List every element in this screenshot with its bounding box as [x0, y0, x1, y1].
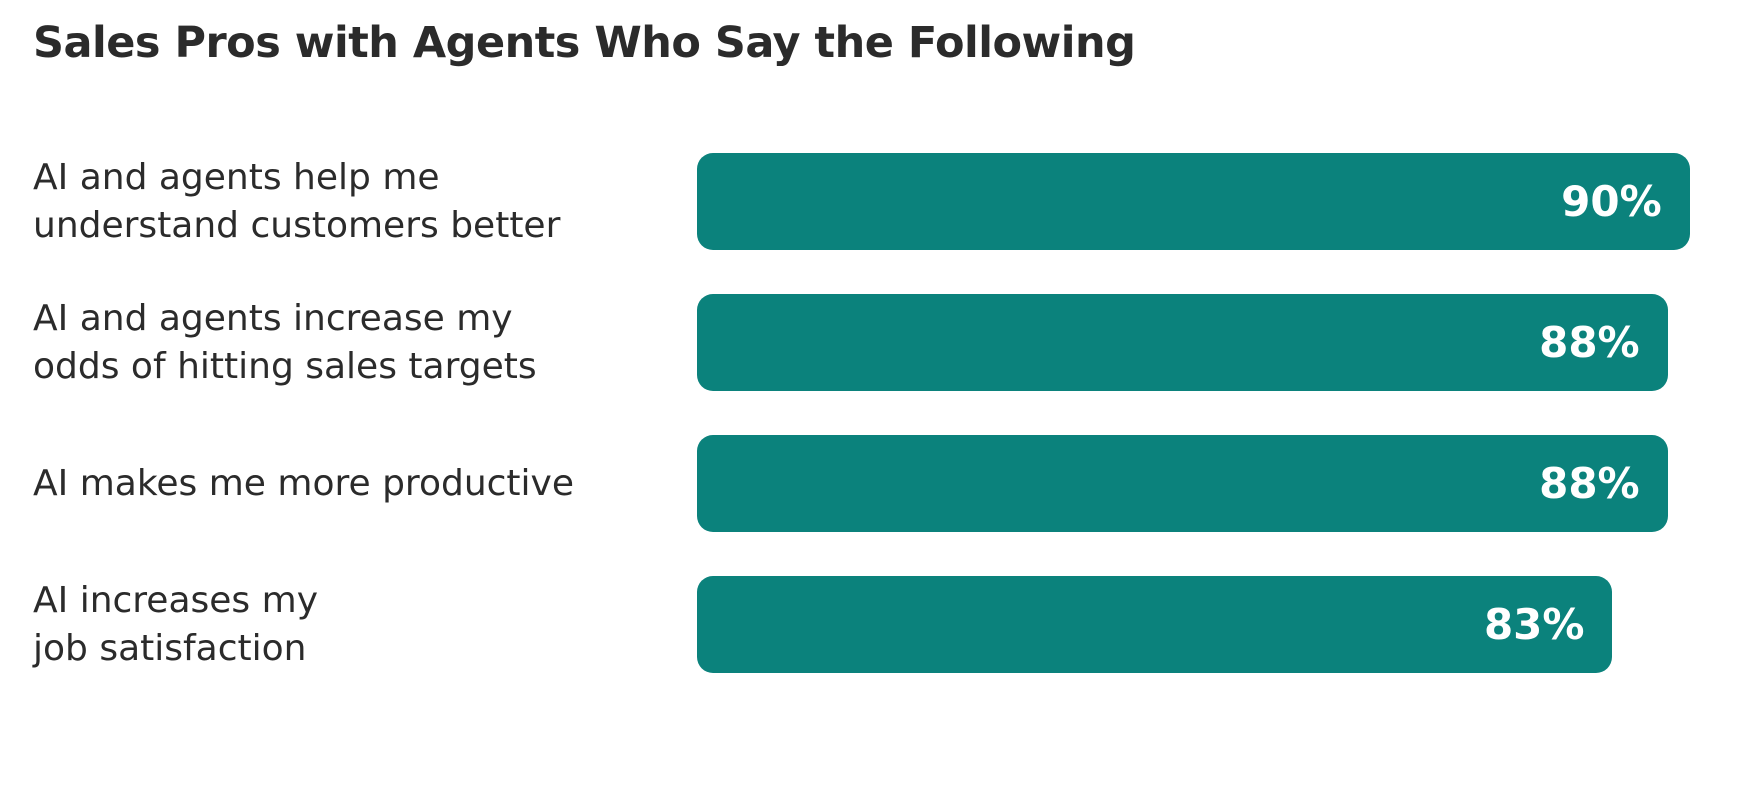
category-label: AI makes me more productive	[33, 462, 575, 504]
category-label: AI increases my job satisfaction	[33, 579, 318, 669]
value-label: 88%	[1539, 318, 1640, 367]
chart-title: Sales Pros with Agents Who Say the Follo…	[33, 18, 1136, 68]
category-label: AI and agents increase my odds of hittin…	[33, 297, 537, 387]
bar	[697, 153, 1690, 250]
category-label: AI and agents help me understand custome…	[33, 156, 561, 246]
value-label: 90%	[1561, 177, 1662, 226]
bar	[697, 576, 1613, 673]
bar	[697, 435, 1668, 532]
bar	[697, 294, 1668, 391]
value-label: 83%	[1483, 600, 1585, 649]
value-label: 88%	[1539, 459, 1640, 508]
